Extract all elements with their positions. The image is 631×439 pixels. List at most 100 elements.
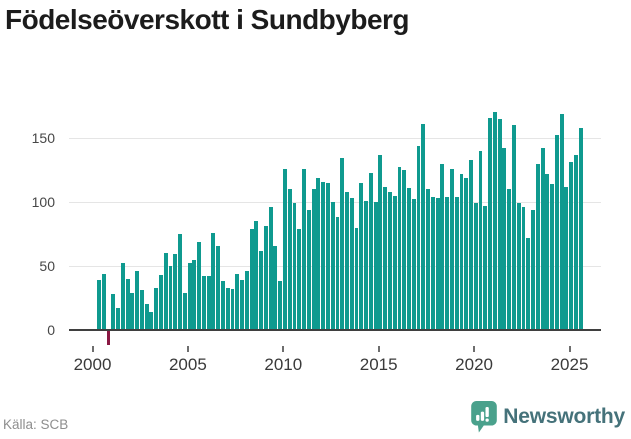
- bar[interactable]: [216, 245, 221, 330]
- bar[interactable]: [459, 173, 464, 330]
- bar[interactable]: [564, 186, 569, 330]
- bar[interactable]: [340, 158, 345, 330]
- bar[interactable]: [316, 177, 321, 330]
- bar[interactable]: [292, 203, 297, 330]
- bar[interactable]: [426, 189, 431, 330]
- bar[interactable]: [287, 189, 292, 330]
- bar[interactable]: [359, 182, 364, 330]
- bar[interactable]: [454, 196, 459, 330]
- bar[interactable]: [469, 159, 473, 330]
- bar[interactable]: [101, 273, 106, 330]
- bar[interactable]: [221, 281, 225, 330]
- bar[interactable]: [464, 177, 469, 330]
- bar[interactable]: [116, 308, 120, 330]
- bar[interactable]: [259, 250, 264, 330]
- bar[interactable]: [325, 182, 330, 330]
- bar[interactable]: [283, 168, 287, 330]
- bar[interactable]: [535, 163, 540, 330]
- bar[interactable]: [240, 280, 244, 330]
- bar[interactable]: [402, 170, 407, 330]
- bar[interactable]: [392, 195, 397, 330]
- bar[interactable]: [163, 253, 168, 330]
- bar[interactable]: [521, 207, 526, 330]
- bar[interactable]: [554, 135, 559, 330]
- bar[interactable]: [445, 196, 450, 330]
- bar[interactable]: [516, 203, 521, 330]
- bar[interactable]: [497, 118, 502, 330]
- bar[interactable]: [187, 263, 192, 330]
- bar[interactable]: [139, 290, 144, 330]
- bar[interactable]: [278, 281, 283, 330]
- bar[interactable]: [273, 245, 278, 330]
- bar[interactable]: [235, 273, 240, 330]
- bar[interactable]: [125, 278, 130, 330]
- bar[interactable]: [149, 312, 154, 330]
- bar[interactable]: [502, 148, 507, 330]
- bar[interactable]: [440, 163, 445, 330]
- bar[interactable]: [144, 304, 149, 330]
- bar[interactable]: [364, 200, 368, 330]
- bar[interactable]: [130, 292, 135, 330]
- bar[interactable]: [335, 217, 340, 330]
- bar[interactable]: [368, 172, 373, 330]
- bar[interactable]: [578, 127, 583, 330]
- bar[interactable]: [249, 228, 254, 330]
- bar[interactable]: [473, 203, 478, 330]
- bar[interactable]: [159, 274, 163, 330]
- bar[interactable]: [378, 154, 383, 330]
- bar[interactable]: [168, 266, 173, 330]
- bar[interactable]: [545, 173, 550, 330]
- bar[interactable]: [321, 181, 326, 330]
- bar[interactable]: [511, 125, 516, 330]
- bar[interactable]: [345, 191, 349, 330]
- bar[interactable]: [106, 331, 111, 346]
- bar[interactable]: [192, 259, 197, 330]
- bar[interactable]: [311, 189, 316, 330]
- bar[interactable]: [97, 280, 101, 330]
- bar[interactable]: [574, 154, 578, 330]
- bar[interactable]: [540, 148, 545, 330]
- bar[interactable]: [182, 292, 187, 330]
- bar[interactable]: [449, 168, 454, 330]
- bar[interactable]: [411, 199, 416, 330]
- bar[interactable]: [435, 198, 440, 330]
- bar[interactable]: [421, 123, 426, 330]
- bar[interactable]: [397, 167, 402, 330]
- bar[interactable]: [120, 263, 125, 330]
- bar[interactable]: [306, 209, 311, 330]
- bar[interactable]: [330, 202, 335, 330]
- bar[interactable]: [531, 209, 535, 330]
- bar[interactable]: [206, 276, 211, 330]
- bar[interactable]: [178, 234, 182, 330]
- bar[interactable]: [263, 226, 268, 330]
- bar[interactable]: [254, 221, 259, 330]
- bar[interactable]: [268, 207, 273, 330]
- newsworthy-logo[interactable]: Newsworthy: [471, 400, 625, 434]
- bar[interactable]: [559, 113, 564, 330]
- bar[interactable]: [478, 150, 483, 330]
- bar[interactable]: [173, 254, 178, 330]
- bar[interactable]: [135, 271, 140, 330]
- bar[interactable]: [197, 241, 202, 330]
- bar[interactable]: [526, 237, 531, 330]
- bar[interactable]: [244, 271, 249, 330]
- bar[interactable]: [407, 187, 411, 330]
- bar[interactable]: [111, 294, 116, 330]
- bar[interactable]: [230, 289, 235, 330]
- bar[interactable]: [373, 202, 378, 330]
- bar[interactable]: [483, 205, 488, 330]
- bar[interactable]: [211, 232, 216, 330]
- bar[interactable]: [302, 168, 306, 330]
- bar[interactable]: [354, 227, 359, 330]
- bar[interactable]: [492, 112, 497, 330]
- bar[interactable]: [387, 191, 392, 330]
- bar[interactable]: [349, 198, 354, 330]
- bar[interactable]: [201, 276, 206, 330]
- bar[interactable]: [430, 196, 435, 330]
- bar[interactable]: [225, 287, 230, 330]
- bar[interactable]: [297, 228, 302, 330]
- bar[interactable]: [507, 189, 512, 330]
- bar[interactable]: [154, 287, 159, 330]
- bar[interactable]: [383, 186, 388, 330]
- bar[interactable]: [550, 184, 555, 330]
